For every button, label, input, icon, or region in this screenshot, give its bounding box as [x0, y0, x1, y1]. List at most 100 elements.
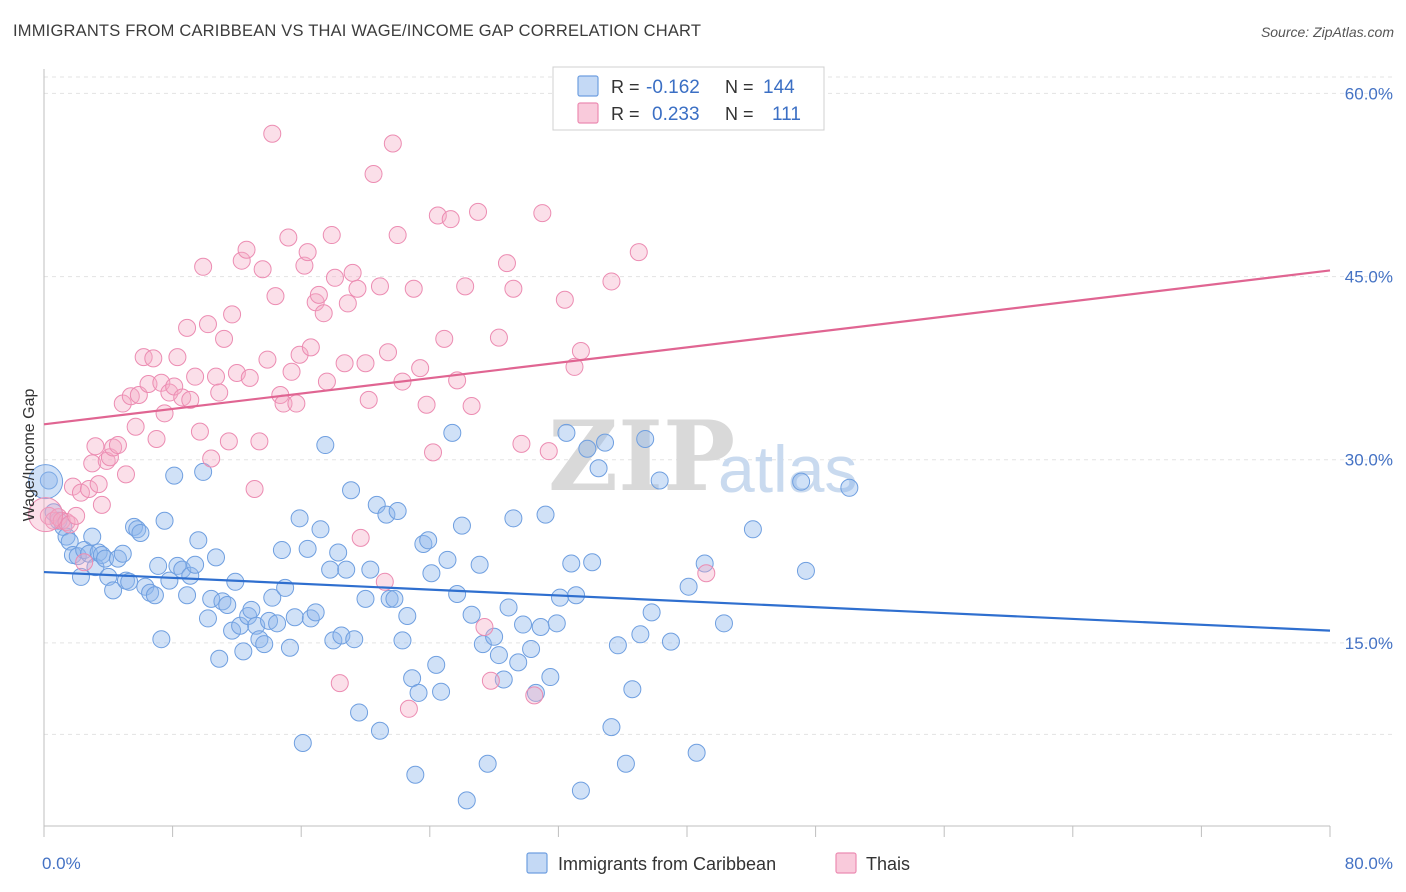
thais-point — [330, 674, 349, 693]
caribbean-point — [623, 680, 642, 699]
thais-point — [497, 254, 516, 273]
thais-point — [388, 226, 407, 245]
thais-point — [475, 617, 494, 636]
thais-point — [504, 279, 523, 298]
caribbean-point — [280, 638, 299, 657]
y-tick-label: 30.0% — [1345, 451, 1393, 470]
thais-point — [359, 390, 378, 409]
thais-point — [147, 429, 166, 448]
caribbean-point — [422, 564, 441, 583]
caribbean-point — [194, 462, 213, 481]
thais-point — [92, 495, 111, 514]
caribbean-point — [178, 586, 197, 605]
caribbean-point — [141, 583, 160, 602]
caribbean-point — [388, 501, 407, 520]
thais-point — [301, 338, 320, 357]
caribbean-point — [345, 630, 364, 649]
thais-point — [263, 124, 282, 143]
caribbean-point — [28, 464, 64, 500]
caribbean-point — [536, 505, 555, 524]
thais-point — [322, 226, 341, 245]
caribbean-point — [356, 589, 375, 608]
caribbean-point — [293, 733, 312, 752]
caribbean-point — [589, 459, 608, 478]
caribbean-point — [272, 541, 291, 560]
caribbean-point — [316, 436, 335, 455]
caribbean-point — [168, 556, 187, 575]
thais-point — [565, 357, 584, 376]
thais-point — [207, 367, 226, 386]
caribbean-point — [462, 605, 481, 624]
caribbean-point — [427, 655, 446, 674]
y-axis-label: Wage/Income Gap — [21, 389, 38, 522]
caribbean-point — [547, 614, 566, 633]
thais-point — [194, 257, 213, 276]
caribbean-point — [478, 754, 497, 773]
legend-n-label-1: N = — [725, 77, 754, 97]
watermark-zip: ZIP — [548, 400, 735, 513]
thais-point — [295, 256, 314, 275]
caribbean-point — [661, 632, 680, 651]
caribbean-point — [99, 567, 118, 586]
thais-point — [279, 228, 298, 247]
caribbean-point — [470, 555, 489, 574]
caribbean-point — [370, 721, 389, 740]
caribbean-point — [385, 589, 404, 608]
caribbean-point — [113, 544, 132, 563]
caribbean-point — [602, 718, 621, 737]
caribbean-point — [131, 523, 150, 542]
thais-point — [364, 165, 383, 184]
thais-point — [555, 290, 574, 309]
caribbean-point — [377, 505, 396, 524]
caribbean-point — [149, 556, 168, 575]
thais-point — [309, 285, 328, 304]
thais-point — [266, 287, 285, 306]
series-legend: Immigrants from Caribbean Thais — [526, 852, 910, 874]
caribbean-point — [514, 615, 533, 634]
thais-point — [629, 243, 648, 262]
thais-point — [481, 671, 500, 690]
y-tick-labels: 15.0% 30.0% 45.0% 60.0% — [1345, 84, 1393, 652]
thais-point — [489, 328, 508, 347]
caribbean-point — [337, 560, 356, 579]
thais-point — [356, 354, 375, 373]
legend-swatch-blue — [577, 75, 599, 97]
caribbean-point — [679, 577, 698, 596]
caribbean-point — [557, 423, 576, 442]
caribbean-point — [242, 600, 261, 619]
caribbean-point — [531, 617, 550, 636]
caribbean-point — [250, 630, 269, 649]
thais-point — [75, 553, 94, 572]
bottom-legend-swatch-pink — [835, 852, 857, 874]
caribbean-point — [104, 581, 123, 600]
caribbean-point — [329, 543, 348, 562]
caribbean-point — [202, 589, 221, 608]
thais-point — [469, 202, 488, 221]
caribbean-point — [189, 531, 208, 550]
thais-point — [571, 342, 590, 361]
thais-point — [399, 699, 418, 718]
thais-point — [232, 251, 251, 270]
caribbean-point — [367, 495, 386, 514]
caribbean-point — [541, 668, 560, 687]
caribbean-point — [631, 625, 650, 644]
thais-point — [411, 359, 430, 378]
caribbean-point — [128, 520, 147, 539]
thais-point — [181, 390, 200, 409]
thais-point — [525, 686, 544, 705]
caribbean-point — [406, 765, 425, 784]
thais-point — [348, 279, 367, 298]
thais-point — [404, 279, 423, 298]
thais-point — [314, 304, 333, 323]
thais-point — [126, 417, 145, 436]
legend-n-label-2: N = — [725, 104, 754, 124]
thais-points — [28, 124, 716, 718]
bottom-legend-label-thais: Thais — [866, 854, 910, 874]
thais-point — [456, 277, 475, 296]
caribbean-point — [432, 682, 451, 701]
thais-point — [325, 268, 344, 287]
thais-point — [253, 260, 272, 279]
thais-point — [108, 436, 127, 455]
chart-source: Source: ZipAtlas.com — [1260, 24, 1394, 40]
y-tick-label: 60.0% — [1345, 84, 1393, 103]
